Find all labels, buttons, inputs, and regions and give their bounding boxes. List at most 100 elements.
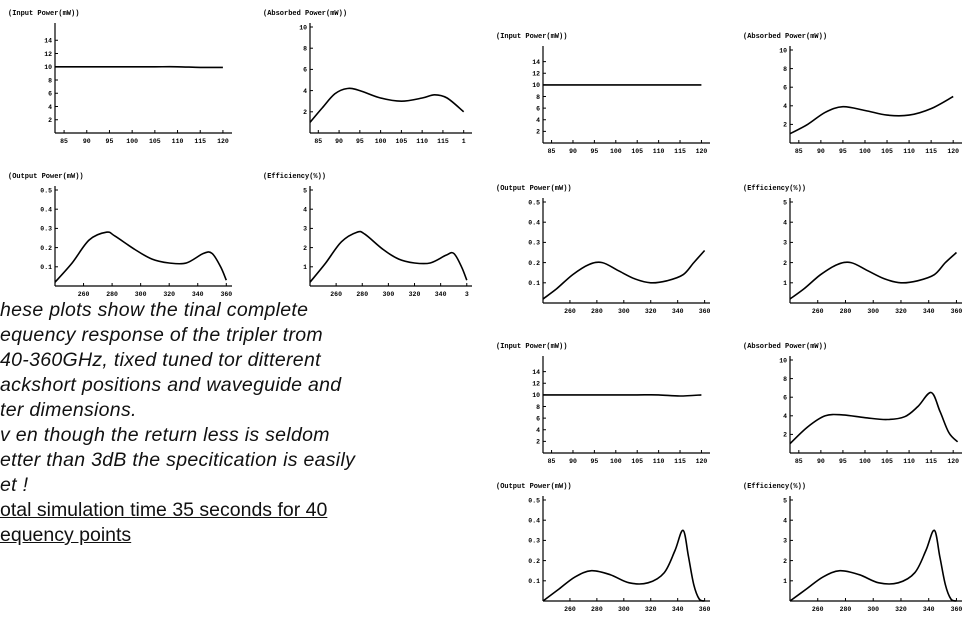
- plot-title: (Efficiency(%)): [263, 173, 326, 181]
- y-tick-label: 0.4: [528, 518, 540, 525]
- plot-title: (Input Power(mW)): [496, 33, 567, 41]
- x-tick-label: 320: [409, 291, 421, 298]
- y-tick-label: 8: [536, 404, 540, 411]
- series-line: [309, 230, 468, 283]
- x-tick-label: 360: [220, 291, 232, 298]
- x-tick-label: 320: [895, 308, 907, 315]
- y-tick-label: 12: [44, 51, 52, 58]
- plot-3: (Output Power(mW)) 0.1 0.2 0.3 0.4 0.5 260 280 3…: [8, 173, 232, 298]
- y-tick-label: 2: [536, 439, 540, 446]
- x-tick-label: 120: [947, 458, 959, 465]
- caption-line: ackshort positions and waveguide and: [0, 374, 342, 396]
- x-tick-label: 90: [569, 458, 577, 465]
- x-tick-label: 85: [548, 148, 556, 155]
- plot-10: (Absorbed Power(mW)) 2 4 6 8 10 85 90 95 100 105 11…: [743, 343, 962, 465]
- x-tick-label: 3: [465, 291, 469, 298]
- plot-4: (Efficiency(%)) 1 2 3 4 5 260 280 300 320 340 3: [263, 173, 472, 298]
- x-tick-label: 260: [812, 606, 824, 613]
- caption-line: ter dimensions.: [0, 399, 137, 421]
- series-line: [789, 251, 958, 300]
- series-line: [55, 65, 223, 69]
- caption-text: hese plots show the tinal complete equen…: [0, 298, 470, 548]
- x-tick-label: 95: [106, 138, 114, 145]
- y-tick-label: 0.3: [528, 240, 540, 247]
- y-tick-label: 1: [783, 578, 787, 585]
- y-tick-label: 12: [532, 381, 540, 388]
- x-tick-label: 120: [217, 138, 229, 145]
- caption-line: etter than 3dB the specitication is easi…: [0, 449, 356, 471]
- y-tick-label: 6: [48, 91, 52, 98]
- y-tick-label: 5: [783, 199, 787, 206]
- x-tick-label: 300: [135, 291, 147, 298]
- caption-line: et !: [0, 474, 29, 496]
- y-tick-label: 2: [783, 558, 787, 565]
- x-tick-label: 360: [951, 606, 963, 613]
- x-tick-label: 85: [314, 138, 322, 145]
- y-tick-label: 5: [303, 187, 307, 194]
- x-tick-label: 95: [839, 458, 847, 465]
- series-line: [789, 95, 954, 135]
- x-tick-label: 120: [947, 148, 959, 155]
- x-tick-label: 85: [795, 148, 803, 155]
- y-tick-label: 14: [532, 369, 540, 376]
- x-tick-label: 95: [590, 148, 598, 155]
- plot-7: (Output Power(mW)) 0.1 0.2 0.3 0.4 0.5 260 280 3…: [496, 185, 711, 315]
- x-tick-label: 85: [795, 458, 803, 465]
- x-tick-label: 100: [610, 458, 622, 465]
- y-tick-label: 10: [779, 47, 787, 54]
- caption-line: v en though the return less is seldom: [0, 424, 330, 446]
- plot-title: (Efficiency(%)): [743, 185, 806, 193]
- plot-title: (Absorbed Power(mW)): [263, 10, 347, 18]
- plot-title: (Efficiency(%)): [743, 483, 806, 491]
- x-tick-label: 300: [383, 291, 395, 298]
- y-tick-label: 4: [48, 104, 52, 111]
- x-tick-label: 340: [923, 606, 935, 613]
- y-tick-label: 2: [536, 129, 540, 136]
- y-tick-label: 1: [783, 280, 787, 287]
- x-tick-label: 110: [903, 458, 915, 465]
- x-tick-label: 280: [106, 291, 118, 298]
- y-tick-label: 3: [303, 226, 307, 233]
- y-tick-label: 0.1: [528, 280, 540, 287]
- x-tick-label: 1: [462, 138, 466, 145]
- y-tick-label: 10: [299, 24, 307, 31]
- x-tick-label: 300: [867, 308, 879, 315]
- x-tick-label: 105: [631, 148, 643, 155]
- series-line: [789, 529, 957, 602]
- y-tick-label: 10: [532, 392, 540, 399]
- y-tick-label: 0.1: [528, 578, 540, 585]
- series-line: [543, 394, 702, 397]
- simulation-time-note: equency points: [0, 524, 132, 546]
- x-tick-label: 280: [356, 291, 368, 298]
- y-tick-label: 3: [783, 538, 787, 545]
- x-tick-label: 300: [618, 606, 630, 613]
- plot-title: (Absorbed Power(mW)): [743, 343, 827, 351]
- y-tick-label: 4: [536, 427, 540, 434]
- y-tick-label: 6: [783, 85, 787, 92]
- x-tick-label: 340: [672, 308, 684, 315]
- y-tick-label: 10: [532, 82, 540, 89]
- y-tick-label: 4: [783, 103, 787, 110]
- x-tick-label: 260: [330, 291, 342, 298]
- x-tick-label: 115: [194, 138, 206, 145]
- y-tick-label: 4: [536, 117, 540, 124]
- x-tick-label: 100: [610, 148, 622, 155]
- y-tick-label: 6: [303, 67, 307, 74]
- x-tick-label: 95: [356, 138, 364, 145]
- x-tick-label: 105: [881, 148, 893, 155]
- y-tick-label: 1: [303, 264, 307, 271]
- plot-1: (Input Power(mW)) 2 4 6 8 10 12 14 85 90 95 100 105 1…: [8, 10, 232, 145]
- y-tick-label: 6: [536, 415, 540, 422]
- plot-title: (Input Power(mW)): [496, 343, 567, 351]
- x-tick-label: 260: [812, 308, 824, 315]
- x-tick-label: 110: [903, 148, 915, 155]
- series-line: [542, 249, 706, 300]
- x-tick-label: 115: [674, 148, 686, 155]
- y-tick-label: 0.5: [528, 497, 540, 504]
- x-tick-label: 360: [699, 606, 711, 613]
- y-tick-label: 10: [779, 357, 787, 364]
- x-tick-label: 105: [881, 458, 893, 465]
- plot-9: (Input Power(mW)) 2 4 6 8 10 12 14 85 90 95 100 105 1…: [496, 343, 710, 465]
- y-tick-label: 4: [783, 518, 787, 525]
- y-tick-label: 6: [783, 395, 787, 402]
